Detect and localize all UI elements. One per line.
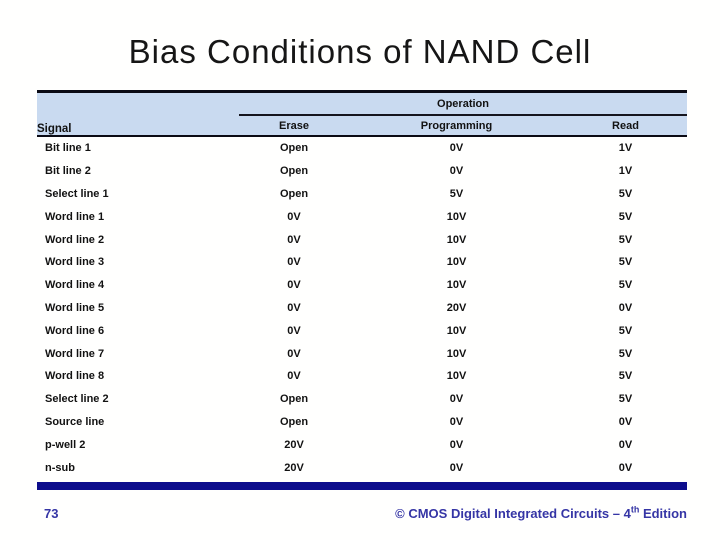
programming-cell: 0V xyxy=(449,142,464,155)
programming-cell: 0V xyxy=(449,438,464,451)
read-cell: 5V xyxy=(618,324,633,337)
column-header-row: Erase Programming Read xyxy=(37,115,688,137)
table-row: Word line 7 0V 10V 5V xyxy=(37,342,687,365)
read-cell: 0V xyxy=(618,461,633,474)
erase-cell: 0V xyxy=(287,256,301,269)
table-row: Word line 3 0V 10V 5V xyxy=(37,251,687,274)
programming-cell: 10V xyxy=(446,256,467,269)
programming-cell: 10V xyxy=(446,370,467,383)
erase-cell: 0V xyxy=(287,301,301,314)
erase-cell: 0V xyxy=(287,233,301,246)
signal-cell: Word line 8 xyxy=(45,370,105,383)
signal-cell: Word line 6 xyxy=(45,324,105,337)
erase-cell: Open xyxy=(279,165,309,178)
signal-cell: n-sub xyxy=(45,461,75,474)
table-row: n-sub 20V 0V 0V xyxy=(37,456,687,479)
table-row: Word line 8 0V 10V 5V xyxy=(37,365,687,388)
programming-cell: 10V xyxy=(446,347,467,360)
read-cell: 5V xyxy=(618,370,633,383)
copyright-suffix: Edition xyxy=(639,506,687,521)
table-row: Word line 1 0V 10V 5V xyxy=(37,205,687,228)
read-cell: 1V xyxy=(618,165,633,178)
page-number: 73 xyxy=(44,506,59,521)
signal-cell: Bit line 1 xyxy=(45,142,91,155)
erase-cell: Open xyxy=(279,415,309,428)
table-row: Word line 6 0V 10V 5V xyxy=(37,319,687,342)
read-cell: 5V xyxy=(618,187,633,200)
read-cell: 5V xyxy=(618,279,633,292)
read-cell: 5V xyxy=(618,233,633,246)
erase-cell: 0V xyxy=(287,210,301,223)
signal-cell: Select line 1 xyxy=(45,187,109,200)
bias-conditions-table: Signal Operation Erase Programming Read … xyxy=(37,90,688,479)
table-header: Signal Operation Erase Programming Read xyxy=(37,90,688,137)
copyright-notice: © CMOS Digital Integrated Circuits – 4th… xyxy=(395,504,687,521)
programming-cell: 0V xyxy=(449,461,464,474)
footer-accent-bar xyxy=(37,482,687,490)
programming-cell: 10V xyxy=(446,233,467,246)
slide-title: Bias Conditions of NAND Cell xyxy=(128,33,592,70)
erase-cell: 20V xyxy=(284,461,304,474)
programming-cell: 0V xyxy=(449,415,464,428)
signal-cell: Word line 4 xyxy=(45,279,105,292)
programming-cell: 10V xyxy=(446,324,467,337)
operation-group-header: Operation xyxy=(239,90,688,116)
table-row: Word line 4 0V 10V 5V xyxy=(37,274,687,297)
signal-cell: Word line 3 xyxy=(45,256,105,269)
signal-cell: p-well 2 xyxy=(45,438,86,451)
erase-cell: 0V xyxy=(287,347,301,360)
signal-column-header: Signal xyxy=(37,90,239,137)
erase-cell: Open xyxy=(279,187,309,200)
programming-cell: 0V xyxy=(449,165,464,178)
signal-cell: Word line 7 xyxy=(45,347,105,360)
table-row: Select line 1 Open 5V 5V xyxy=(37,183,687,206)
programming-cell: 5V xyxy=(449,187,464,200)
signal-cell: Word line 5 xyxy=(45,301,105,314)
signal-cell: Word line 2 xyxy=(45,233,105,246)
table-row: Source line Open 0V 0V xyxy=(37,411,687,434)
programming-cell: 10V xyxy=(446,279,467,292)
programming-cell: 10V xyxy=(446,210,467,223)
copyright-text: © CMOS Digital Integrated Circuits – 4 xyxy=(395,506,631,521)
erase-cell: 0V xyxy=(287,370,301,383)
signal-cell: Source line xyxy=(45,415,105,428)
programming-column-header: Programming xyxy=(349,115,564,137)
read-cell: 5V xyxy=(618,393,633,406)
signal-cell: Select line 2 xyxy=(45,393,109,406)
operation-header-row: Signal Operation xyxy=(37,90,688,137)
erase-cell: Open xyxy=(279,393,309,406)
read-cell: 5V xyxy=(618,256,633,269)
table-row: Bit line 1 Open 0V 1V xyxy=(37,136,687,160)
read-cell: 0V xyxy=(618,301,633,314)
programming-cell: 20V xyxy=(446,301,467,314)
read-cell: 0V xyxy=(618,438,633,451)
read-cell: 0V xyxy=(618,415,633,428)
programming-cell: 0V xyxy=(449,393,464,406)
read-cell: 5V xyxy=(618,210,633,223)
read-cell: 1V xyxy=(618,142,633,155)
signal-cell: Bit line 2 xyxy=(45,165,91,178)
table-row: Bit line 2 Open 0V 1V xyxy=(37,160,687,183)
table-row: Word line 2 0V 10V 5V xyxy=(37,228,687,251)
erase-cell: Open xyxy=(279,142,309,155)
erase-cell: 20V xyxy=(284,438,304,451)
read-cell: 5V xyxy=(618,347,633,360)
signal-cell: Word line 1 xyxy=(45,210,105,223)
erase-cell: 0V xyxy=(287,324,301,337)
table-row: Select line 2 Open 0V 5V xyxy=(37,388,687,411)
read-column-header: Read xyxy=(564,115,688,137)
table-body: Bit line 1 Open 0V 1V Bit line 2 Open 0V 1V Sele… xyxy=(37,136,687,479)
table-row: p-well 2 20V 0V 0V xyxy=(37,433,687,456)
table-row: Word line 5 0V 20V 0V xyxy=(37,297,687,320)
erase-column-header: Erase xyxy=(239,115,349,137)
copyright-superscript: th xyxy=(630,504,640,515)
erase-cell: 0V xyxy=(287,279,301,292)
